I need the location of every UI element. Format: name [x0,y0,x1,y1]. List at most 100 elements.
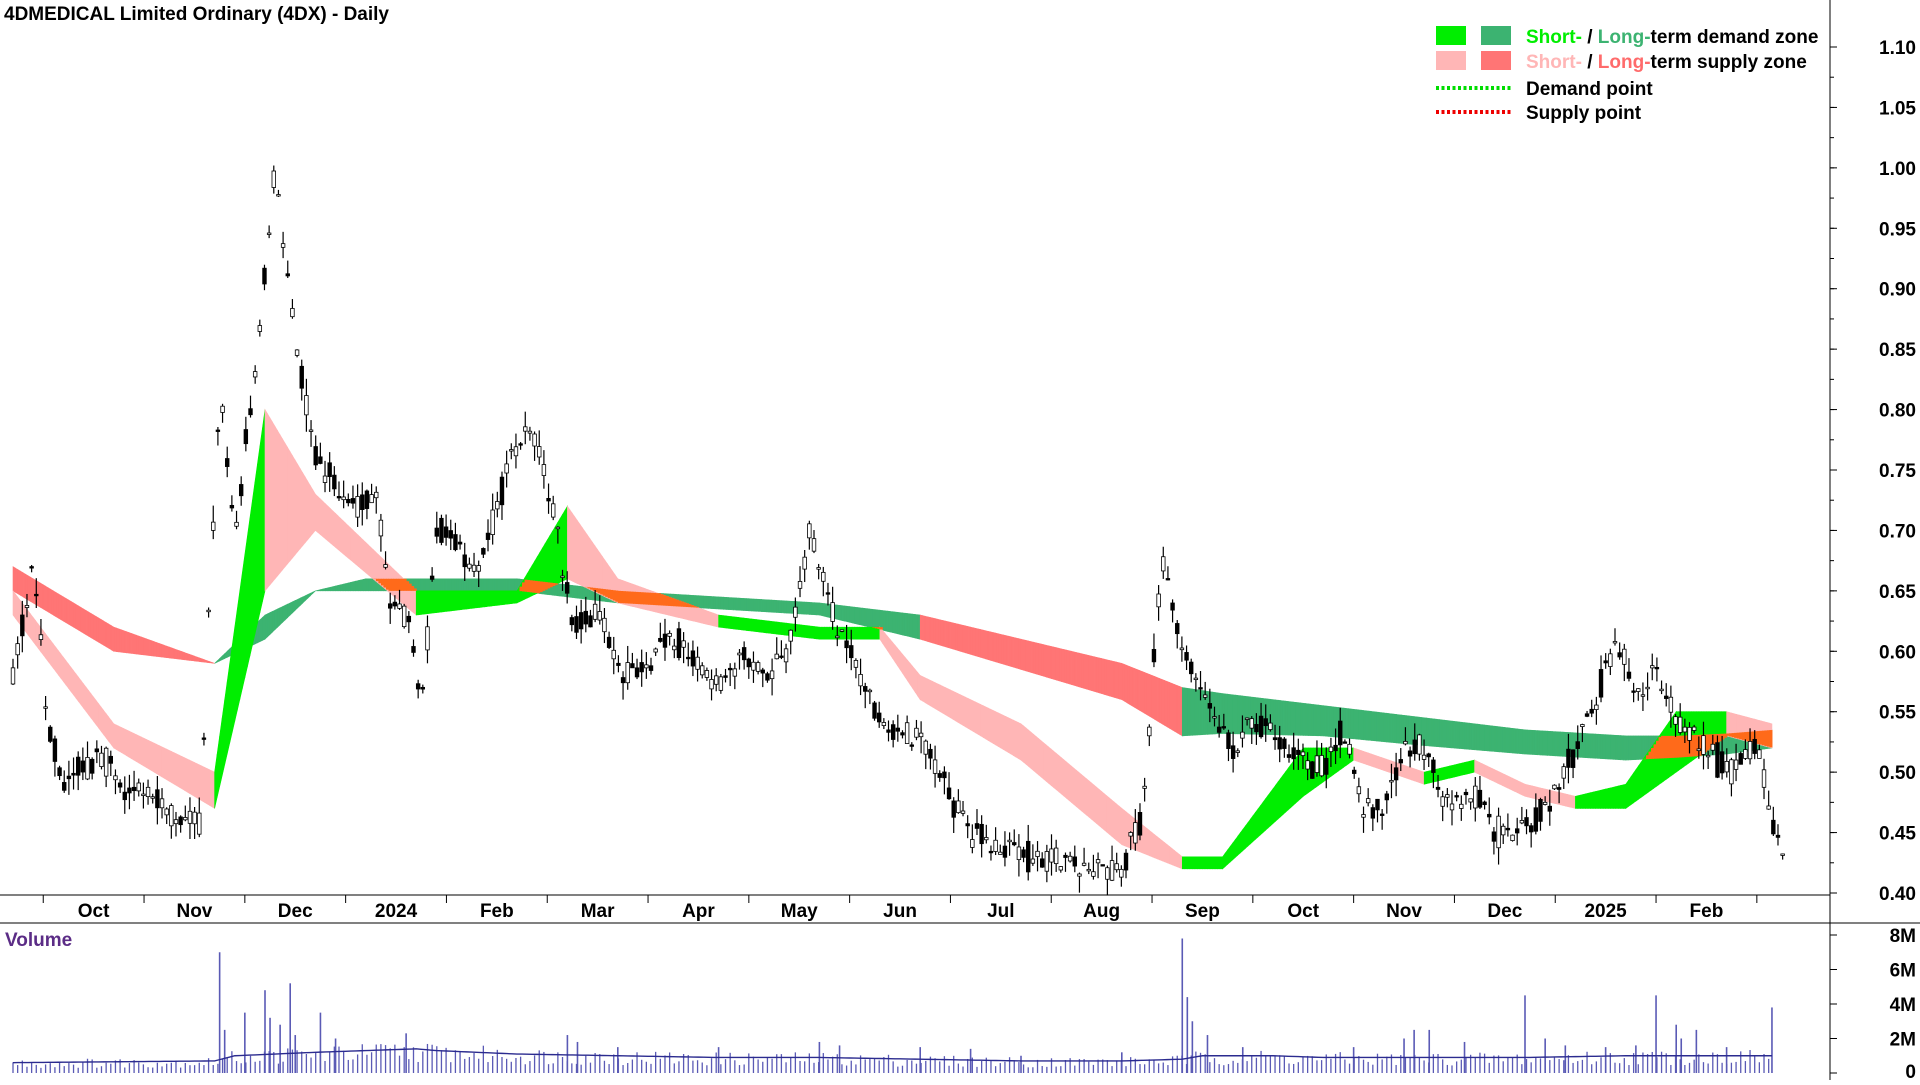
long-zone-segment [371,579,374,591]
candle-body [682,641,686,647]
candle-body [505,464,509,473]
short-zone-segment [56,647,59,674]
short-zone-segment [547,536,550,589]
volume-y-tick-label: 4M [1890,995,1916,1016]
long-zone-segment [509,579,512,591]
short-zone-segment [1381,757,1384,770]
long-zone-segment [1003,635,1006,665]
candle-body [1143,786,1147,788]
candle-body [1259,716,1263,737]
long-zone-segment [1480,724,1483,750]
candle-body [225,459,229,467]
long-zone-segment [890,611,893,632]
candle-body [1534,808,1538,831]
short-zone-segment [1008,718,1011,754]
short-zone-segment [915,669,918,695]
long-zone-segment [1487,725,1490,751]
short-zone-segment [469,591,472,609]
long-zone-segment [1601,734,1604,758]
short-zone-segment [487,591,490,607]
long-zone-segment [761,599,764,611]
short-zone-segment [782,623,785,635]
long-zone-segment [1636,736,1639,760]
long-zone-segment [1197,690,1200,735]
short-zone-segment [414,588,417,615]
long-zone-segment [1122,663,1125,701]
long-zone-segment [1318,705,1321,736]
short-zone-segment [371,547,374,579]
long-zone-segment [973,628,976,656]
candle-body [612,650,616,659]
long-zone-segment [1475,724,1478,750]
candle-body [95,749,99,752]
y-tick-label: 0.75 [1879,461,1916,482]
short-zone-segment [1364,751,1367,764]
candle-body [1185,652,1189,660]
candle-body [1231,746,1235,759]
candle-body [528,431,532,433]
legend-label-part: / [1582,27,1598,48]
short-zone-segment [1192,857,1195,869]
short-zone-segment [139,736,142,765]
long-zone-segment [89,612,92,638]
long-zone-segment [1276,700,1279,735]
long-zone-segment [943,620,946,646]
long-zone-segment [363,579,366,591]
long-zone-segment [66,598,69,624]
short-zone-segment [346,523,349,558]
short-zone-segment [131,732,134,760]
short-zone-segment [255,464,258,634]
short-zone-segment [1386,759,1389,772]
candle-body [1203,695,1207,697]
legend-label: Demand point [1526,79,1653,100]
short-zone-segment [1016,721,1019,758]
long-zone-segment [192,655,195,661]
short-zone-segment [1628,777,1631,807]
candle-body [1557,788,1561,790]
short-zone-segment [46,634,49,661]
candle-body [1399,759,1403,762]
short-zone-segment [1024,726,1027,764]
short-zone-segment [91,694,94,721]
short-zone-segment [53,644,56,671]
candle-body [1734,760,1738,769]
long-zone-segment [1228,694,1231,733]
short-zone-segment [875,627,878,639]
short-zone-segment [1018,723,1021,760]
short-zone-segment [1180,855,1183,869]
short-zone-segment [157,744,160,775]
candle-body [1613,641,1617,643]
short-zone-segment [441,591,444,612]
candle-body [1576,742,1580,749]
volume-y-tick-label: 6M [1890,961,1916,982]
long-zone-segment [512,579,515,591]
candle-body [1590,709,1594,713]
short-zone-segment [978,703,981,736]
short-zone-segment [1580,795,1583,809]
long-zone-segment [325,588,328,591]
long-zone-segment [280,607,283,625]
short-zone-segment [1482,764,1485,777]
long-zone-segment [184,652,187,660]
long-zone-segment [1386,713,1389,742]
short-zone-segment [1616,786,1619,808]
candle-body [1529,826,1533,832]
short-zone-segment [852,627,855,639]
short-zone-segment [945,688,948,717]
long-zone-segment [479,579,482,591]
short-zone-segment [996,712,999,747]
short-zone-segment [457,591,460,610]
short-zone-segment [1079,772,1082,810]
long-zone-segment [945,621,948,647]
long-zone-segment [1074,652,1077,686]
short-zone-segment [1253,813,1256,842]
candle-body [1390,780,1394,782]
short-zone-segment [777,622,780,634]
short-zone-segment [1051,749,1054,787]
long-zone-segment [290,602,293,615]
long-zone-segment [850,607,853,623]
candle-body [598,612,602,621]
short-zone-segment [114,724,117,750]
long-zone-segment [262,615,265,640]
long-zone-segment [1144,672,1147,714]
